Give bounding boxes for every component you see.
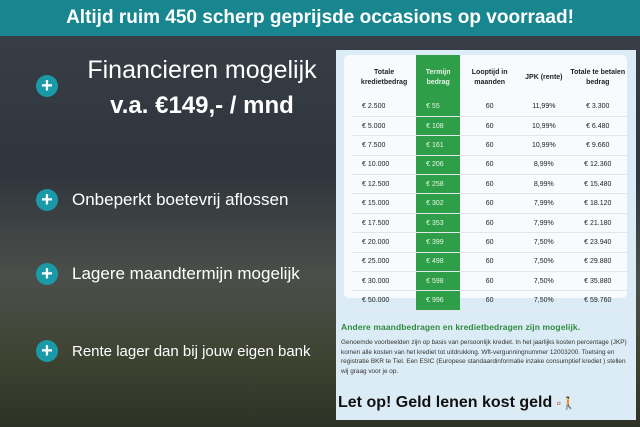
rates-table: Totale kredietbedrag Termijn bedrag Loopti… (352, 55, 627, 311)
table-cell: € 18.120 (568, 193, 627, 214)
table-cell: € 55 (416, 97, 461, 117)
rates-card: Totale kredietbedrag Termijn bedrag Loopti… (344, 55, 627, 311)
table-cell: € 353 (416, 213, 461, 234)
table-cell: 60 (460, 155, 520, 176)
table-cell: 8,99% (519, 155, 569, 176)
table-cell: 60 (460, 193, 520, 214)
table-cell: € 3.300 (568, 97, 627, 117)
table-row: € 20.000 € 399 60 7,50% € 23.940 (352, 232, 627, 253)
table-cell: € 10.000 (352, 155, 417, 176)
table-cell: € 5.000 (352, 116, 417, 137)
table-cell: 60 (460, 232, 520, 253)
table-row: € 7.500 € 161 60 10,99% € 9.660 (352, 135, 627, 156)
table-cell: € 598 (416, 271, 461, 292)
table-cell: 7,99% (519, 213, 569, 234)
table-cell: € 25.000 (352, 252, 417, 273)
table-row: € 2.500 € 55 60 11,99% € 3.300 (352, 97, 627, 117)
plus-icon: + (36, 75, 58, 97)
walking-person-icon: ▫🚶 (556, 396, 576, 410)
table-cell: € 15.000 (352, 193, 417, 214)
plus-icon: + (36, 189, 58, 211)
table-cell: 10,99% (519, 116, 569, 137)
table-cell: € 15.480 (568, 174, 627, 195)
table-cell: 60 (460, 252, 520, 273)
warning-label: Let op! Geld lenen kost geld (338, 394, 553, 411)
table-cell: 60 (460, 213, 520, 234)
table-row: € 15.000 € 302 60 7,99% € 18.120 (352, 193, 627, 214)
table-cell: 7,50% (519, 290, 569, 311)
table-cell: € 9.660 (568, 135, 627, 156)
table-row: € 5.000 € 108 60 10,99% € 6.480 (352, 116, 627, 137)
table-cell: € 498 (416, 252, 461, 273)
table-cell: € 399 (416, 232, 461, 253)
note-text: Andere maandbedragen en kredietbedragen … (341, 322, 581, 332)
table-cell: € 21.180 (568, 213, 627, 234)
table-row: € 50.000 € 996 60 7,50% € 59.760 (352, 290, 627, 311)
plus-icon: + (36, 263, 58, 285)
table-cell: € 17.500 (352, 213, 417, 234)
table-cell: € 12.500 (352, 174, 417, 195)
financing-title: Financieren mogelijk (87, 56, 317, 84)
table-cell: € 30.000 (352, 271, 417, 292)
column-header: Totale kredietbedrag (360, 69, 408, 86)
table-cell: € 12.360 (568, 155, 627, 176)
table-cell: € 20.000 (352, 232, 417, 253)
table-cell: 60 (460, 135, 520, 156)
table-row: € 12.500 € 258 60 8,99% € 15.480 (352, 174, 627, 195)
table-cell: € 23.940 (568, 232, 627, 253)
plus-icon: + (36, 340, 58, 362)
disclaimer-text: Genoemde voorbeelden zijn op basis van p… (341, 339, 627, 375)
bullet-financing: + (36, 75, 58, 97)
financing-price: v.a. €149,- / mnd (110, 92, 294, 119)
table-cell: 10,99% (519, 135, 569, 156)
table-row: € 25.000 € 498 60 7,50% € 29.880 (352, 252, 627, 273)
table-cell: 60 (460, 271, 520, 292)
table-row: € 17.500 € 353 60 7,99% € 21.180 (352, 213, 627, 234)
bullet-text: Onbeperkt boetevrij aflossen (72, 190, 289, 209)
table-cell: € 35.880 (568, 271, 627, 292)
table-row: € 30.000 € 598 60 7,50% € 35.880 (352, 271, 627, 292)
table-cell: € 50.000 (352, 290, 417, 311)
table-cell: € 108 (416, 116, 461, 137)
column-header: Totale te betalen bedrag (570, 69, 626, 86)
bullet-item: + Rente lager dan bij jouw eigen bank (36, 340, 311, 362)
table-cell: € 206 (416, 155, 461, 176)
table-cell: € 6.480 (568, 116, 627, 137)
table-cell: 60 (460, 174, 520, 195)
bullet-text: Rente lager dan bij jouw eigen bank (72, 342, 311, 360)
column-header: Looptijd in maanden (471, 69, 508, 86)
column-header: JPK (rente) (525, 74, 563, 81)
table-cell: 60 (460, 116, 520, 137)
table-cell: € 59.760 (568, 290, 627, 311)
table-cell: € 258 (416, 174, 461, 195)
bullet-item: + Lagere maandtermijn mogelijk (36, 263, 300, 285)
table-cell: € 302 (416, 193, 461, 214)
table-cell: 60 (460, 290, 520, 311)
column-header: Termijn bedrag (416, 55, 461, 97)
financing-panel: Totale kredietbedrag Termijn bedrag Loopti… (336, 50, 636, 420)
table-cell: 7,50% (519, 252, 569, 273)
table-row: € 10.000 € 206 60 8,99% € 12.360 (352, 155, 627, 176)
table-cell: 8,99% (519, 174, 569, 195)
table-cell: 7,50% (519, 232, 569, 253)
bullet-text: Lagere maandtermijn mogelijk (72, 264, 300, 283)
table-cell: 60 (460, 97, 520, 117)
table-cell: € 29.880 (568, 252, 627, 273)
table-cell: € 2.500 (352, 97, 417, 117)
bullet-item: + Onbeperkt boetevrij aflossen (36, 189, 288, 211)
top-banner: Altijd ruim 450 scherp geprijsde occasio… (0, 0, 640, 36)
table-cell: € 161 (416, 135, 461, 156)
table-cell: 7,50% (519, 271, 569, 292)
table-cell: 11,99% (519, 97, 569, 117)
table-cell: € 996 (416, 290, 461, 311)
table-cell: € 7.500 (352, 135, 417, 156)
warning-text: Let op! Geld lenen kost geld ▫🚶 (338, 394, 634, 412)
table-cell: 7,99% (519, 193, 569, 214)
